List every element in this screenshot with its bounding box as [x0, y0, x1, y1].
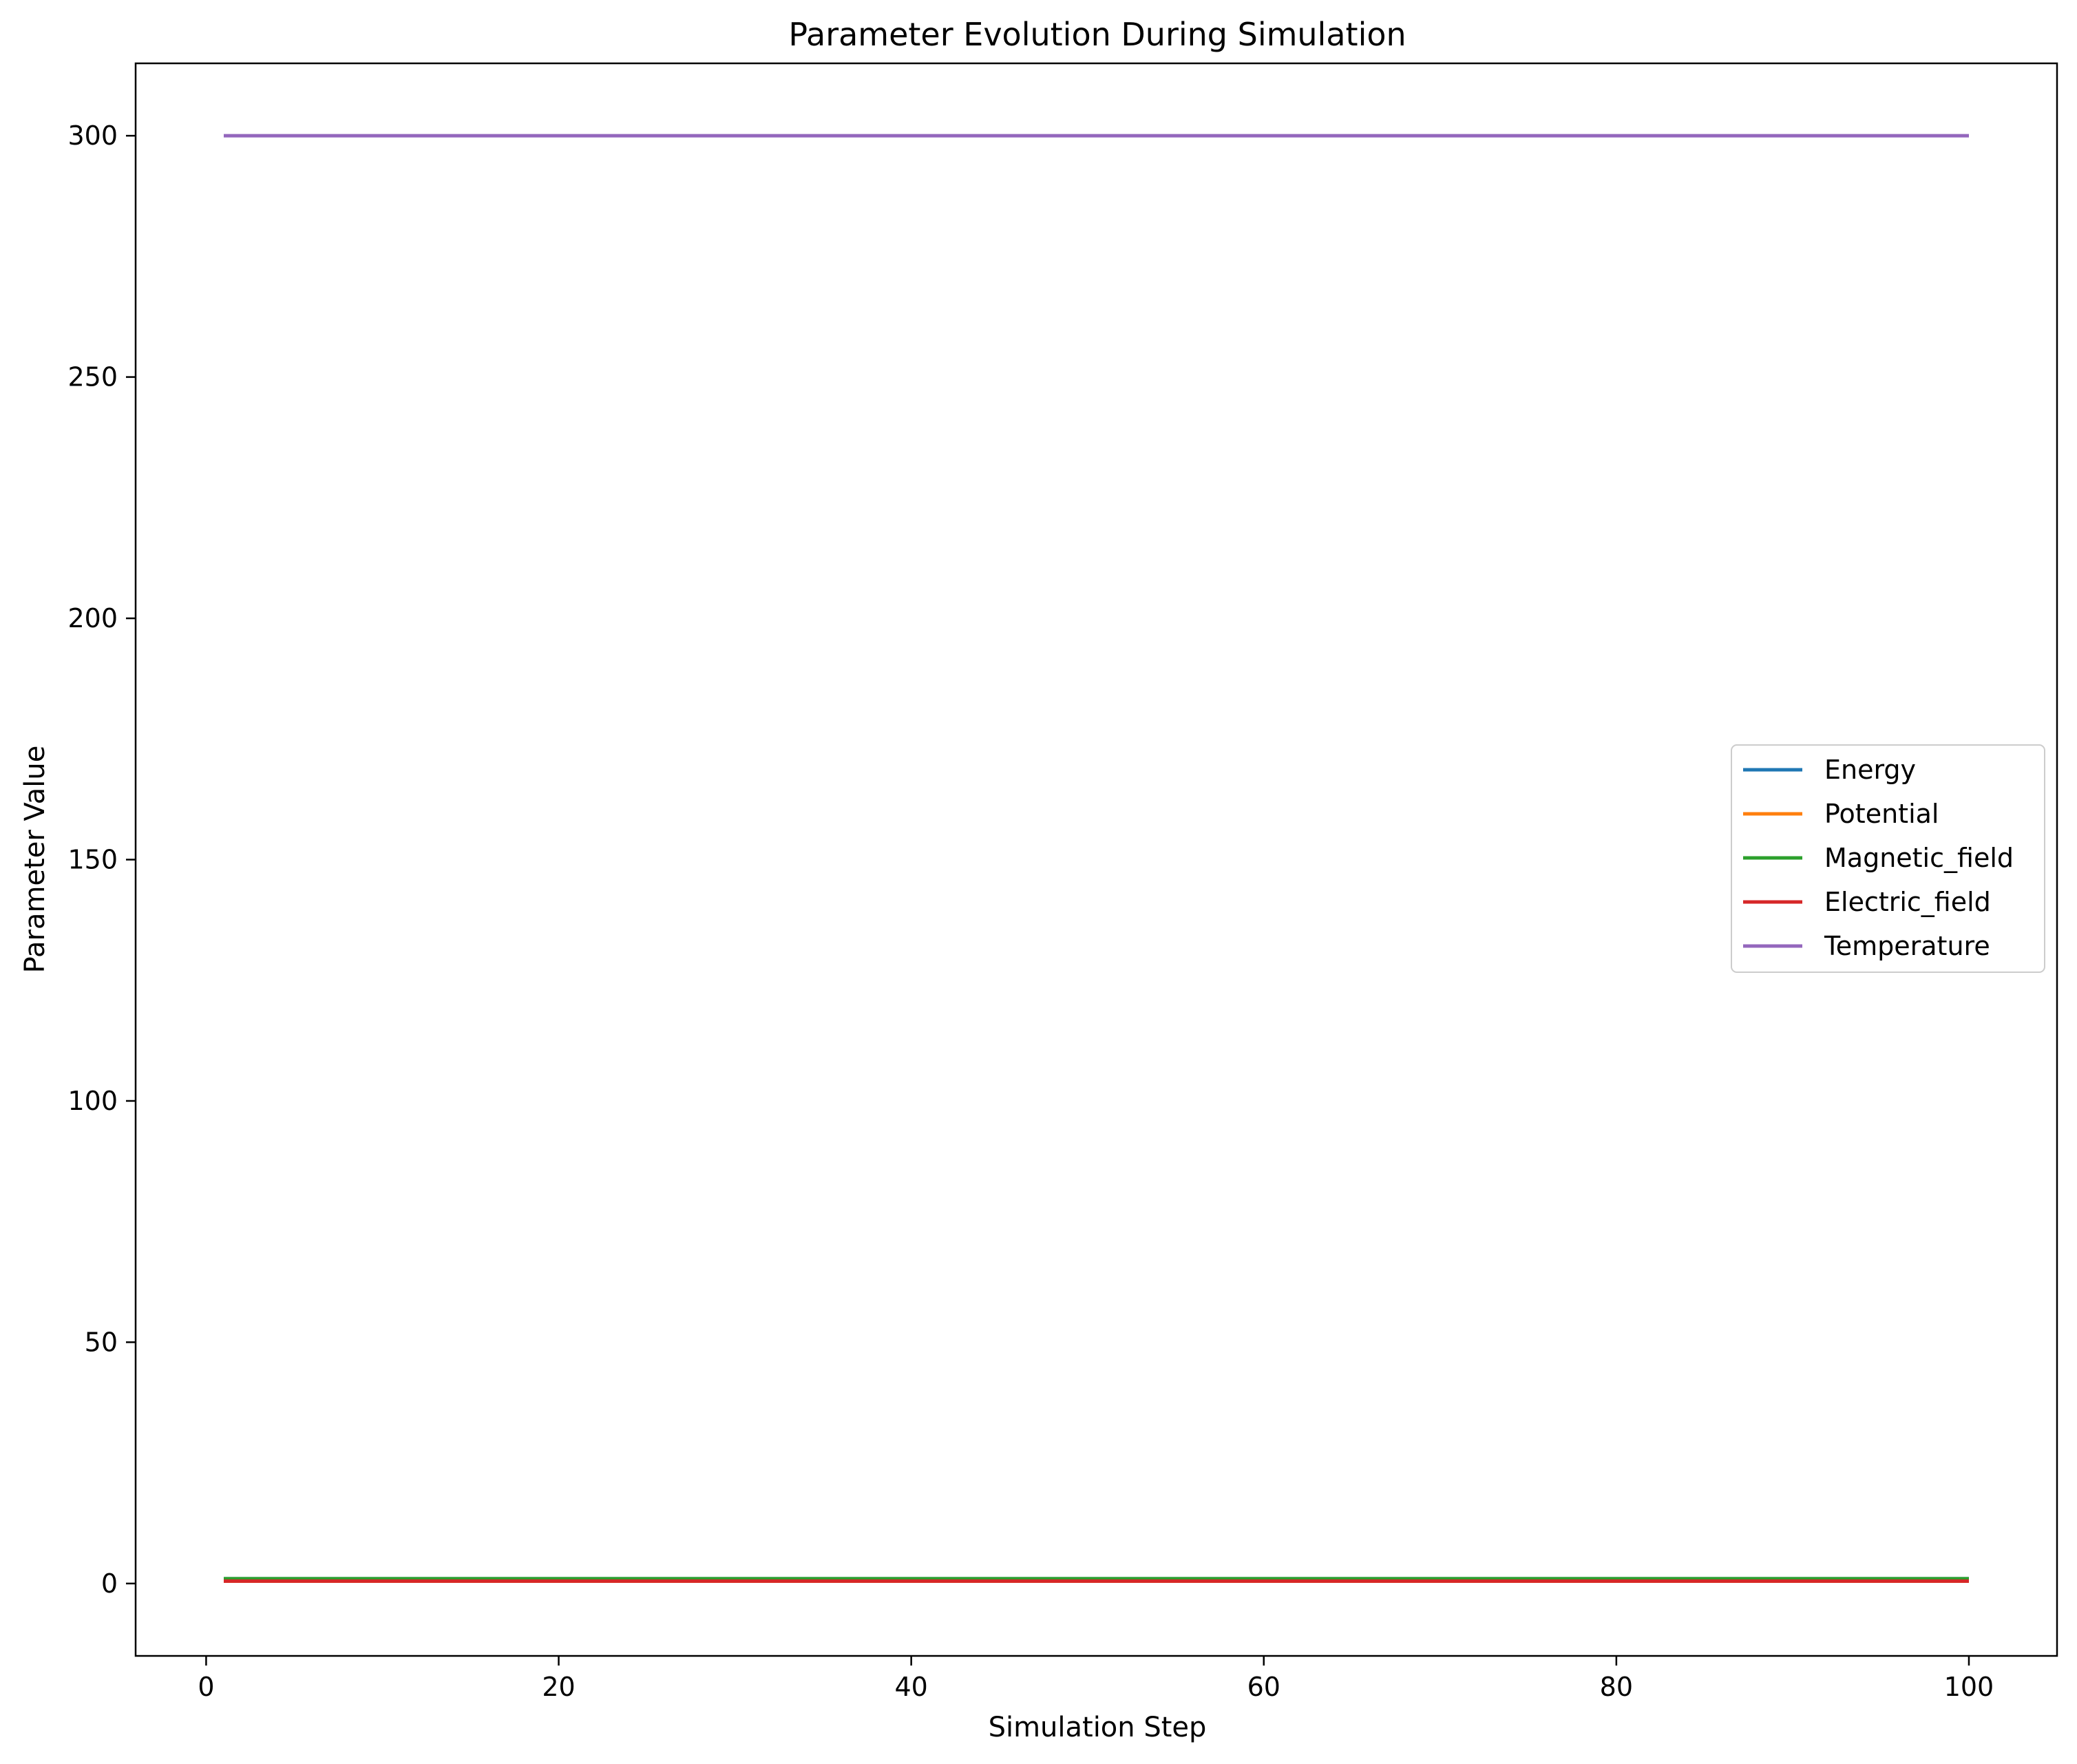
- y-tick-label: 300: [67, 120, 118, 151]
- legend-frame: [1731, 744, 2045, 973]
- y-tick-label: 250: [67, 362, 118, 392]
- legend-label: Energy: [1824, 755, 1916, 785]
- x-axis-label: Simulation Step: [989, 1712, 1207, 1743]
- x-tick-label: 40: [894, 1672, 927, 1702]
- legend-label: Magnetic_field: [1824, 843, 2014, 873]
- y-axis-label: Parameter Value: [19, 746, 51, 974]
- y-axis: 0 50 100 150 200 250 300: [67, 120, 136, 1599]
- y-tick-label: 0: [101, 1568, 118, 1599]
- y-tick-label: 50: [85, 1327, 118, 1357]
- x-tick-label: 60: [1247, 1672, 1280, 1702]
- x-tick-label: 80: [1600, 1672, 1633, 1702]
- y-tick-label: 200: [67, 603, 118, 633]
- y-tick-label: 150: [67, 845, 118, 875]
- legend-label: Electric_field: [1824, 887, 1991, 917]
- x-tick-label: 0: [198, 1672, 214, 1702]
- x-tick-label: 100: [1944, 1672, 1994, 1702]
- y-tick-label: 100: [67, 1086, 118, 1116]
- legend-label: Potential: [1824, 799, 1939, 829]
- x-axis: 0 20 40 60 80 100: [198, 1656, 1994, 1702]
- legend: Energy Potential Magnetic_field Electric_fi…: [1731, 744, 2045, 973]
- series-lines: [224, 134, 1969, 1583]
- chart-title: Parameter Evolution During Simulation: [788, 16, 1406, 53]
- x-tick-label: 20: [542, 1672, 575, 1702]
- legend-label: Temperature: [1824, 931, 1990, 961]
